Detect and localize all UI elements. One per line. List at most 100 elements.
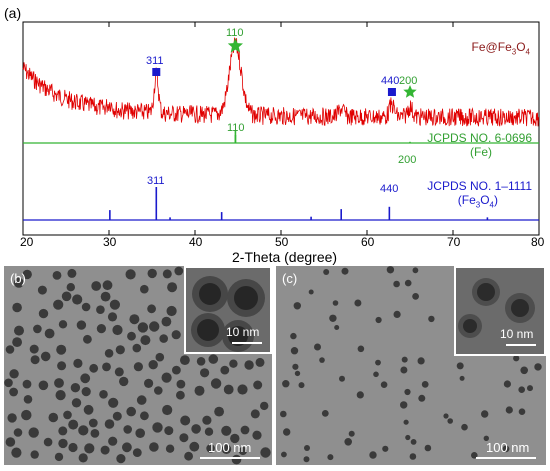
nanoparticle [58,320,68,329]
nanoparticle [172,365,181,375]
inset-b-scale-bar [232,342,262,344]
nanoparticle [189,441,200,452]
nanoparticle [84,443,95,454]
nanoparticle [165,444,175,453]
nanoparticle [161,316,172,327]
fe-ref-line1: JCPDS NO. 6-0696 [427,131,532,145]
nanoparticle [339,375,345,382]
nanoparticle [122,442,132,453]
nanoparticle [73,358,83,368]
nanoparticle [114,367,124,377]
nanoparticle [149,321,160,332]
fe3o4-o: O [480,192,490,207]
nanoparticle [253,380,263,390]
nanoparticle [380,381,388,388]
nanoparticle [89,363,99,373]
fe3o4-close: ) [494,192,498,207]
nanoparticle [293,302,301,310]
nanoparticle [513,355,520,362]
nanoparticle [67,268,77,278]
marker-label-200: 200 [399,75,418,87]
nanoparticle [159,334,168,343]
nanoparticle [206,444,215,453]
nanoparticle [282,380,290,388]
x-tick-60: 60 [361,235,375,249]
nanoparticle [184,451,194,461]
nanoparticle [5,437,16,447]
nanoparticle [393,310,401,318]
nanoparticle [244,360,254,370]
nanoparticle [81,387,91,397]
nanoparticle [100,445,110,455]
nanoparticle [104,419,115,429]
nanoparticle [220,365,230,375]
nanoparticle [471,452,478,459]
star-marker-200 [403,85,417,98]
nanoparticle [229,359,238,368]
nanoparticle [341,267,349,275]
nanoparticle [461,423,468,431]
nanoparticle [144,378,154,388]
nanoparticle [61,291,72,302]
nanoparticle [404,388,411,396]
marker-label-110: 110 [226,27,244,39]
nanoparticle [176,390,185,400]
nanoparticle [418,394,426,402]
nanoparticle [221,425,232,436]
x-tick-80: 80 [531,235,545,249]
nanoparticle [459,375,465,381]
nanoparticle [166,305,177,317]
nanoparticle [481,410,489,418]
nanoparticle [132,448,142,457]
panel-a-label: (a) [4,5,22,21]
nanoparticle [115,345,125,355]
nanoparticle [214,406,225,417]
nanoparticle [37,285,47,295]
nanoparticle [403,419,409,425]
nanoparticle [456,362,464,370]
nanoparticle [505,406,513,414]
nanoparticle [314,343,321,351]
tem-image-b: (b) 10 nm 100 nm [4,266,272,465]
fe-ref-label-200: 200 [398,154,417,166]
nanoparticle [503,380,511,388]
x-tick-40: 40 [189,235,203,249]
nanoparticle [260,401,269,411]
nanoparticles-c [280,266,542,463]
inset-c-scale-text: 10 nm [500,327,534,341]
nanoparticle [68,442,78,453]
nanoparticle [332,300,339,306]
fe3o4-ref-line1: JCPDS NO. 1–1111 [427,179,532,193]
nanoparticle [148,360,158,370]
nanoparticle [140,335,151,346]
nanoparticle [66,283,75,292]
nanoparticle [99,390,108,399]
nanoparticle [78,425,89,436]
nanoparticle [72,294,83,305]
sample-pattern [22,37,539,127]
nanoparticle [140,411,149,421]
nanoparticle [108,436,118,446]
nanoparticle [48,412,59,423]
nanoparticle [56,344,67,355]
nanoparticle [13,428,23,437]
nanoparticle [194,385,205,396]
nanoparticle [443,413,449,419]
nanoparticle [404,279,412,287]
nanoparticle [52,271,62,280]
nanoparticle [162,269,172,279]
nanoparticle [400,401,408,409]
marker-label-311: 311 [146,55,164,67]
nanoparticle [417,357,425,365]
nanoparticle [354,299,362,307]
nanoparticle [171,330,181,340]
nanoparticle [164,426,174,436]
nanoparticle [334,325,340,330]
nanoparticle [405,434,411,441]
nanoparticle [290,347,299,355]
nanoparticle [107,312,118,322]
nanoparticle [44,328,55,339]
nanoparticle [386,266,395,274]
nanoparticle [96,305,105,314]
nanoparticle [38,380,49,391]
